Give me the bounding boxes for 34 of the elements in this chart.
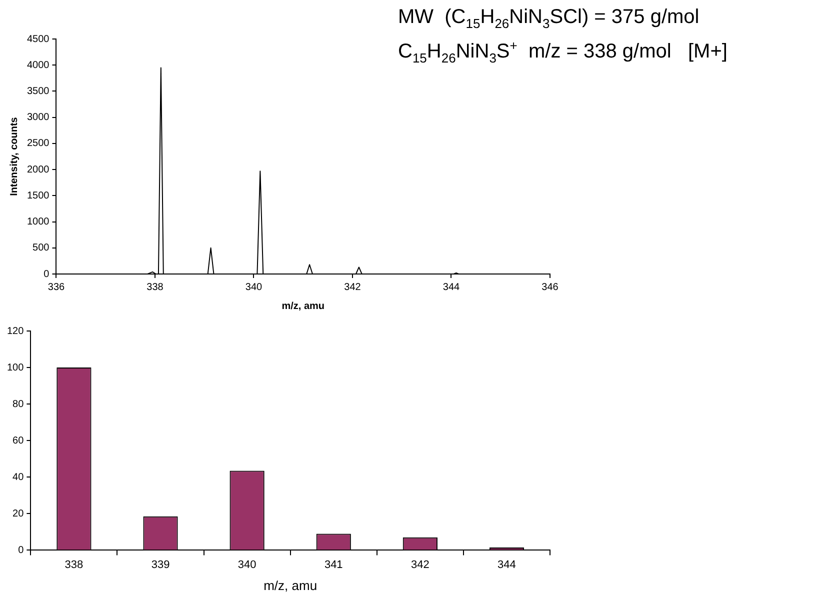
x-tick-label: 340 (238, 558, 256, 571)
x-axis-title: m/z, amu (282, 300, 325, 312)
x-axis-title: m/z, amu (264, 578, 318, 593)
y-tick-label: 3000 (26, 112, 50, 124)
y-tick-label: 4500 (26, 34, 50, 45)
x-tick-label: 338 (64, 558, 84, 571)
y-tick-label: 0 (18, 544, 24, 556)
y-tick-label: 2000 (26, 164, 50, 176)
text: MW (C$_{15}$H$_{26}$NiN$_{3}$SCl) = 375 g/mol (398, 6, 700, 33)
y-tick-label: 20 (12, 508, 24, 520)
x-tick-label: 344 (442, 282, 460, 293)
y-tick-label: 120 (6, 326, 24, 337)
y-tick-label: 500 (32, 242, 50, 254)
y-tick-label: 1500 (26, 190, 50, 202)
y-tick-label: 0 (44, 268, 50, 280)
y-tick-label: 4000 (26, 60, 50, 71)
x-tick-label: 340 (245, 282, 263, 293)
x-tick-label: 346 (542, 282, 559, 293)
y-tick-label: 60 (12, 435, 24, 446)
text: C$_{15}$H$_{26}$NiN$_{3}$S$^{+}$ m/z = 338 g/mol [M+] (398, 38, 728, 66)
y-tick-label: 2500 (26, 138, 50, 150)
y-tick-label: 80 (12, 398, 24, 410)
y-tick-label: 100 (6, 362, 24, 374)
y-tick-label: 1000 (26, 216, 50, 228)
x-tick-label: 342 (410, 558, 430, 571)
x-tick-label: 344 (498, 558, 516, 571)
y-tick-label: 3500 (26, 86, 50, 97)
y-axis-title: Intensity, counts (8, 116, 20, 196)
x-tick-label: 336 (48, 282, 66, 293)
x-tick-label: 341 (324, 558, 343, 571)
x-tick-label: 338 (146, 282, 164, 293)
x-tick-label: 339 (151, 558, 170, 571)
y-tick-label: 40 (12, 472, 24, 483)
x-tick-label: 342 (344, 282, 362, 293)
